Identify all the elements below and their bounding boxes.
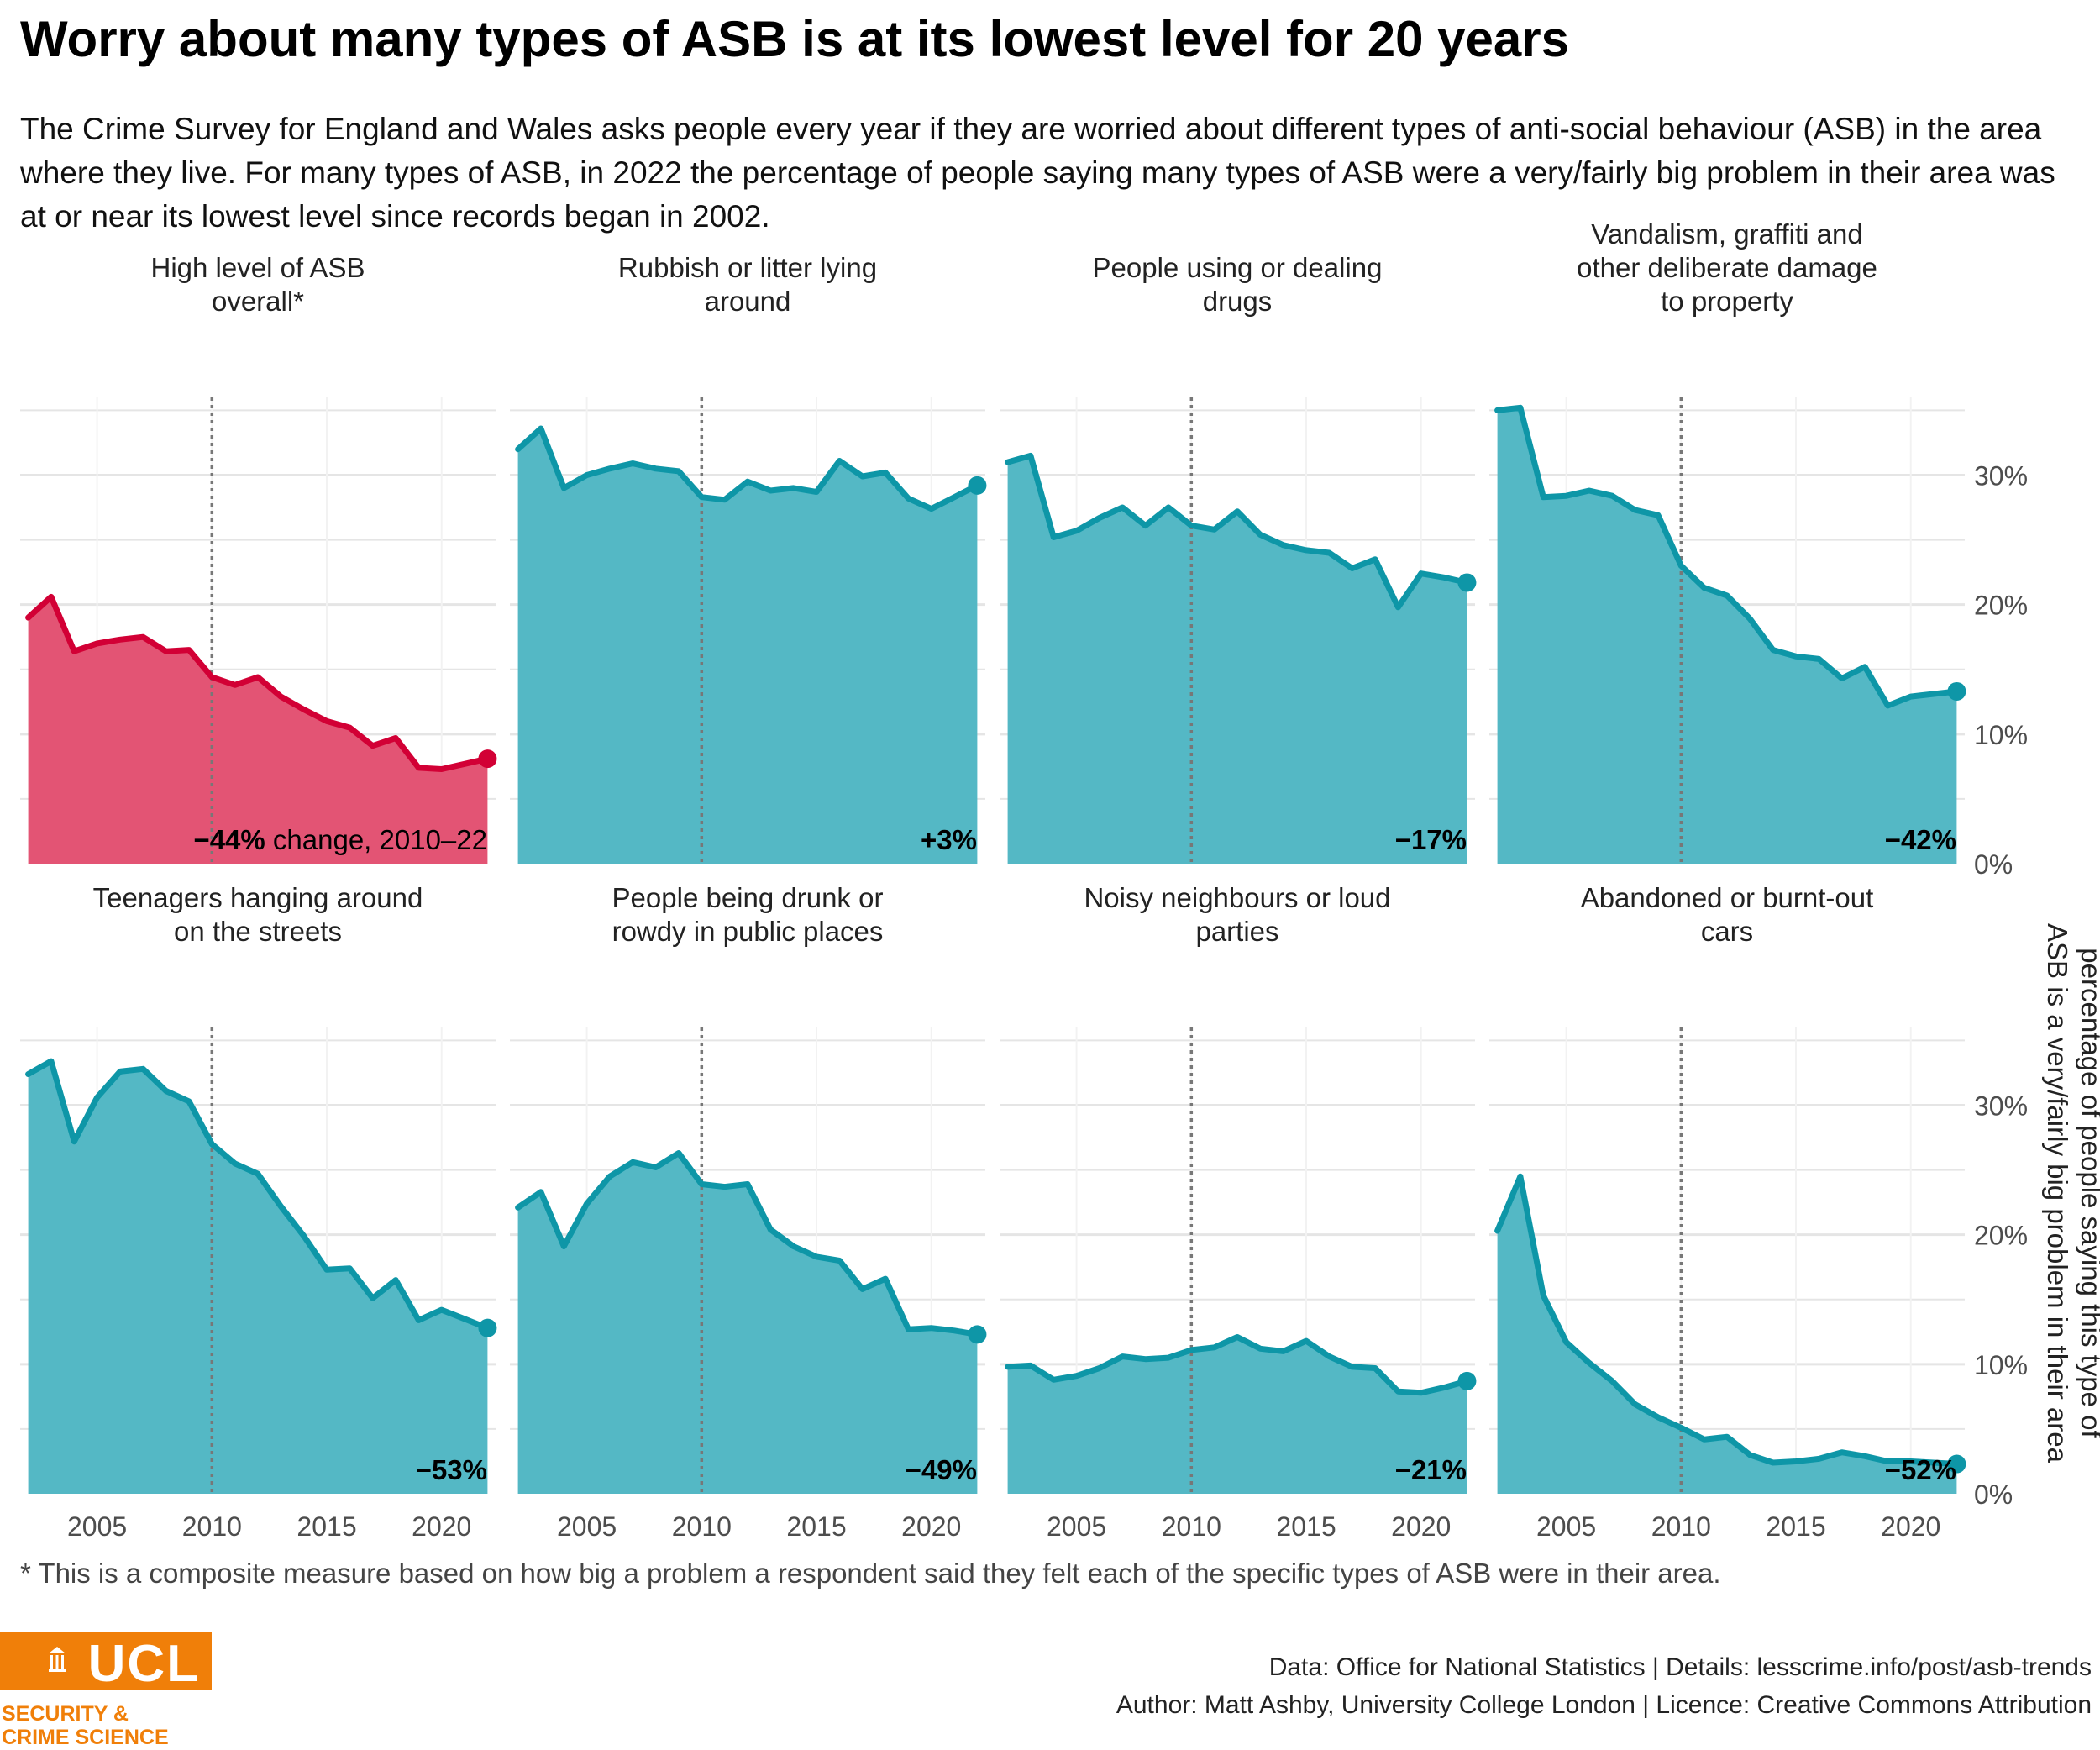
- series-line: [1494, 404, 1960, 709]
- logo-text: UCL: [87, 1635, 200, 1693]
- series-area: [517, 428, 978, 864]
- ucl-logo: UCL: [0, 1632, 212, 1693]
- x-tick-label: 2020: [1391, 1511, 1451, 1542]
- x-tick-label: 2010: [1651, 1511, 1711, 1542]
- x-tick-label: 2020: [412, 1511, 471, 1542]
- panel-title: High level of ASB: [151, 252, 365, 283]
- panel-title: other deliberate damage: [1577, 252, 1877, 283]
- endpoint-marker: [1457, 1371, 1477, 1390]
- chart-subtitle: The Crime Survey for England and Wales a…: [20, 112, 2055, 234]
- x-tick-label: 2015: [786, 1511, 846, 1542]
- series-area: [1007, 1337, 1467, 1494]
- panel-title: People being drunk or: [612, 882, 884, 913]
- y-tick-label: 0%: [1974, 849, 2013, 880]
- y-tick-label: 20%: [1974, 591, 2028, 621]
- change-label: −52%: [1885, 1454, 1956, 1485]
- x-tick-label: 2015: [297, 1511, 356, 1542]
- panel-title: cars: [1701, 916, 1753, 947]
- panel-title: on the streets: [174, 916, 342, 947]
- y-tick-label: 30%: [1974, 1091, 2028, 1122]
- panel-title: Vandalism, graffiti and: [1591, 218, 1862, 250]
- series-area: [517, 1153, 978, 1494]
- panel-title: People using or dealing: [1093, 252, 1383, 283]
- x-tick-label: 2005: [557, 1511, 617, 1542]
- y-axis-title: percentage of people saying this type of…: [2042, 923, 2100, 1464]
- panel-title: drugs: [1203, 286, 1273, 317]
- endpoint-marker: [968, 1325, 987, 1344]
- panel-title: Teenagers hanging around: [93, 882, 423, 913]
- x-tick-label: 2020: [901, 1511, 961, 1542]
- series-line: [1005, 452, 1470, 611]
- series-line: [25, 1058, 491, 1332]
- endpoint-marker: [1457, 573, 1477, 592]
- y-tick-label: 10%: [1974, 1350, 2028, 1380]
- credit-author: Author: Matt Ashby, University College L…: [1116, 1691, 2092, 1719]
- panel-title: Abandoned or burnt-out: [1581, 882, 1874, 913]
- endpoint-marker: [968, 476, 987, 495]
- y-tick-label: 20%: [1974, 1221, 2028, 1251]
- logo-subtitle-line-2: CRIME SCIENCE: [2, 1726, 169, 1749]
- x-tick-label: 2015: [1766, 1511, 1825, 1542]
- footnote: * This is a composite measure based on h…: [20, 1558, 1721, 1589]
- x-tick-label: 2010: [1162, 1511, 1221, 1542]
- x-tick-label: 2005: [1047, 1511, 1106, 1542]
- chart-title: Worry about many types of ASB is at its …: [20, 11, 1569, 67]
- change-label: −49%: [906, 1454, 977, 1485]
- panel-title: Noisy neighbours or loud: [1084, 882, 1390, 913]
- x-tick-label: 2010: [182, 1511, 242, 1542]
- endpoint-marker: [478, 749, 497, 769]
- x-tick-label: 2020: [1881, 1511, 1940, 1542]
- logo-subtitle-line-1: SECURITY &: [2, 1702, 129, 1726]
- x-tick-label: 2010: [672, 1511, 732, 1542]
- x-tick-label: 2005: [1536, 1511, 1596, 1542]
- series-area: [1497, 407, 1957, 864]
- y-tick-label: 0%: [1974, 1479, 2013, 1510]
- series-line: [515, 425, 980, 512]
- series-line: [1494, 1173, 1960, 1467]
- series-area: [1007, 455, 1467, 864]
- endpoint-marker: [478, 1318, 497, 1337]
- y-tick-label: 10%: [1974, 720, 2028, 750]
- credit-source: Data: Office for National Statistics | D…: [1268, 1653, 2092, 1681]
- series-line: [1005, 1334, 1470, 1396]
- change-label: −17%: [1395, 824, 1467, 855]
- series-area: [28, 596, 488, 864]
- chart-axes: 0% 10% 20% 30% 0% 10% 20% 30% 2005 2010 2015 2020 20…: [67, 461, 2100, 1542]
- series-area: [1497, 1176, 1957, 1494]
- series-area: [28, 1061, 488, 1494]
- change-label: −44% change, 2010–22: [193, 824, 487, 855]
- change-label: −53%: [416, 1454, 487, 1485]
- panel-title: rowdy in public places: [612, 916, 884, 947]
- change-label: −21%: [1395, 1454, 1467, 1485]
- change-label: −42%: [1885, 824, 1956, 855]
- panel-title: overall*: [212, 286, 304, 317]
- panel-title: around: [705, 286, 791, 317]
- panel-title: to property: [1661, 286, 1793, 317]
- endpoint-marker: [1947, 681, 1966, 701]
- panel-title: Rubbish or litter lying: [618, 252, 877, 283]
- portico-icon: [49, 1647, 66, 1672]
- series-line: [515, 1150, 980, 1337]
- series-line: [25, 593, 491, 772]
- y-tick-label: 30%: [1974, 461, 2028, 491]
- x-tick-label: 2005: [67, 1511, 127, 1542]
- endpoint-marker: [1947, 1454, 1966, 1474]
- panel-title: parties: [1195, 916, 1278, 947]
- change-label: +3%: [921, 824, 977, 855]
- x-tick-label: 2015: [1276, 1511, 1336, 1542]
